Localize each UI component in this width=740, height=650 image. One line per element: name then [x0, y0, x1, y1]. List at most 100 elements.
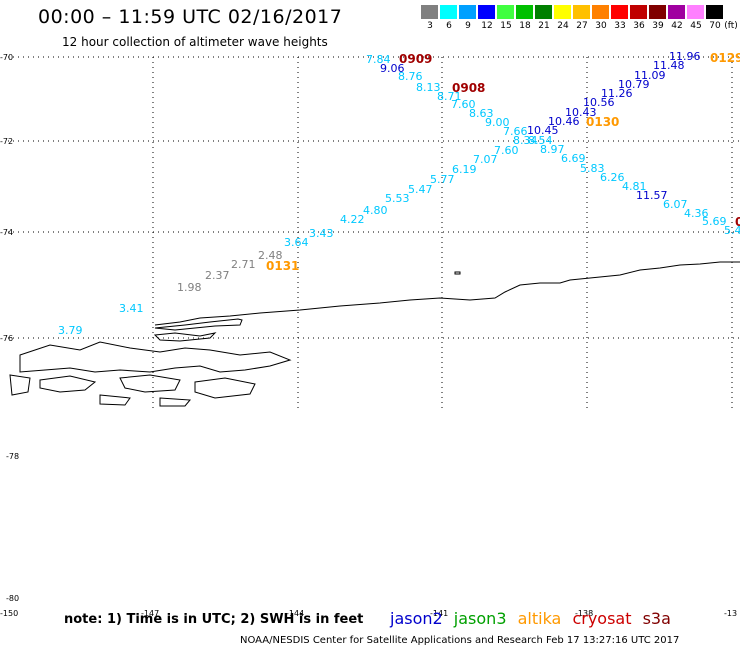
wave-value: 5.53 [385, 192, 410, 205]
wave-value: 7.84 [366, 53, 391, 66]
lat-label: -76 [0, 334, 13, 343]
wave-value: 2.48 [258, 249, 283, 262]
scale-swatch [687, 5, 704, 19]
wave-value: 5.77 [430, 173, 455, 186]
satellite-altika: altika [517, 609, 562, 628]
time-label: 0 [735, 215, 740, 229]
wave-value: 4.22 [340, 213, 365, 226]
wave-value: 11.57 [636, 189, 668, 202]
wave-value: 2.37 [205, 269, 230, 282]
lat-label: -80 [6, 594, 19, 603]
wave-value: 5.4 [724, 224, 740, 237]
wave-value: 10.46 [548, 115, 580, 128]
wave-value: 5.47 [408, 183, 433, 196]
wave-value: 3.64 [284, 236, 309, 249]
scale-swatch [649, 5, 666, 19]
lon-label: -141 [430, 609, 448, 618]
scale-swatch [706, 5, 723, 19]
wave-value: 10.79 [618, 78, 650, 91]
wave-value: 8.13 [416, 81, 441, 94]
wave-value: 8.63 [469, 107, 494, 120]
satellite-legend: jason2 jason3 altika cryosat s3a [390, 609, 677, 628]
wave-value: 4.80 [363, 204, 388, 217]
wave-value: 8.76 [398, 70, 423, 83]
scale-label: 33 [614, 21, 626, 31]
scale-label: 3 [427, 21, 433, 31]
wave-value: 7.60 [494, 144, 519, 157]
time-label: 0130 [586, 115, 619, 129]
scale-label: 45 [690, 21, 702, 31]
wave-value: 6.07 [663, 198, 688, 211]
lon-label: -13 [724, 609, 737, 618]
wave-value: 11.26 [601, 87, 633, 100]
satellite-jason2: jason2 [390, 609, 443, 628]
wave-value: 4.81 [622, 180, 647, 193]
wave-value: 4.36 [684, 207, 709, 220]
wave-value: 8.34 [513, 134, 538, 147]
scale-label: 30 [595, 21, 607, 31]
coastline [9, 261, 740, 407]
longitude-labels: -150 -147 -144 -141 -138 -13 [0, 609, 737, 618]
scale-swatch [440, 5, 457, 19]
scale-swatch [478, 5, 495, 19]
scale-swatch [459, 5, 476, 19]
map-title: 00:00 – 11:59 UTC 02/16/2017 [38, 6, 343, 28]
scale-swatch [554, 5, 571, 19]
scale-swatch [497, 5, 514, 19]
satellite-s3a: s3a [642, 609, 671, 628]
wave-value: 1.98 [177, 281, 202, 294]
lon-label: -150 [0, 609, 18, 618]
wave-value: 8.54 [528, 134, 553, 147]
scale-label: 39 [652, 21, 664, 31]
scale-swatch [573, 5, 590, 19]
scale-label: 6 [446, 21, 452, 31]
lat-label: -78 [6, 452, 19, 461]
wave-value: 7.07 [473, 153, 498, 166]
wave-height-values: 7.84 9.06 8.76 8.13 8.71 7.60 8.63 9.00 … [58, 50, 740, 337]
scale-label: 18 [519, 21, 531, 31]
wave-value: 7.66 [503, 125, 528, 138]
credit-line: NOAA/NESDIS Center for Satellite Applica… [240, 635, 680, 646]
scale-label: 42 [671, 21, 683, 31]
wave-value: 10.56 [583, 96, 615, 109]
wave-value: 6.69 [561, 152, 586, 165]
wave-value: 6.26 [600, 171, 625, 184]
time-label: 0129 [710, 51, 740, 65]
wave-value: 5.83 [580, 162, 605, 175]
scale-swatch [421, 5, 438, 19]
wave-value: 11.96 [669, 50, 701, 63]
wave-value: 8.97 [540, 143, 565, 156]
satellite-cryosat: cryosat [572, 609, 632, 628]
wave-value: 6.19 [452, 163, 477, 176]
wave-value: 11.09 [634, 69, 666, 82]
time-label: 0909 [399, 52, 432, 66]
scale-label: 24 [557, 21, 569, 31]
lat-label: -72 [0, 137, 13, 146]
scale-label: 15 [500, 21, 512, 31]
wave-value: 11.48 [653, 59, 685, 72]
scale-swatch [535, 5, 552, 19]
scale-swatch [592, 5, 609, 19]
lon-label: -144 [286, 609, 304, 618]
scale-label: 36 [633, 21, 645, 31]
wave-value: 3.79 [58, 324, 83, 337]
scale-label: 12 [481, 21, 493, 31]
wave-value: 9.00 [485, 116, 510, 129]
time-label: 0131 [266, 259, 299, 273]
time-labels: 0909 0908 0130 0129 0131 0 [266, 51, 740, 273]
wave-value: 10.43 [565, 106, 597, 119]
graticule [8, 56, 740, 408]
wave-value: 2.71 [231, 258, 256, 271]
wave-value: 10.45 [527, 124, 559, 137]
latitude-labels: -70 -72 -74 -76 -78 -80 [0, 53, 19, 603]
wave-value: 9.06 [380, 62, 405, 75]
lat-label: -70 [0, 53, 13, 62]
time-label: 0908 [452, 81, 485, 95]
wave-value: 3.43 [309, 227, 334, 240]
scale-label: 27 [576, 21, 588, 31]
wave-value: 8.71 [437, 90, 462, 103]
footnote: note: 1) Time is in UTC; 2) SWH is in fe… [64, 612, 364, 627]
wave-value: 7.60 [451, 98, 476, 111]
scale-label: 21 [538, 21, 550, 31]
satellite-jason3: jason3 [453, 609, 507, 628]
